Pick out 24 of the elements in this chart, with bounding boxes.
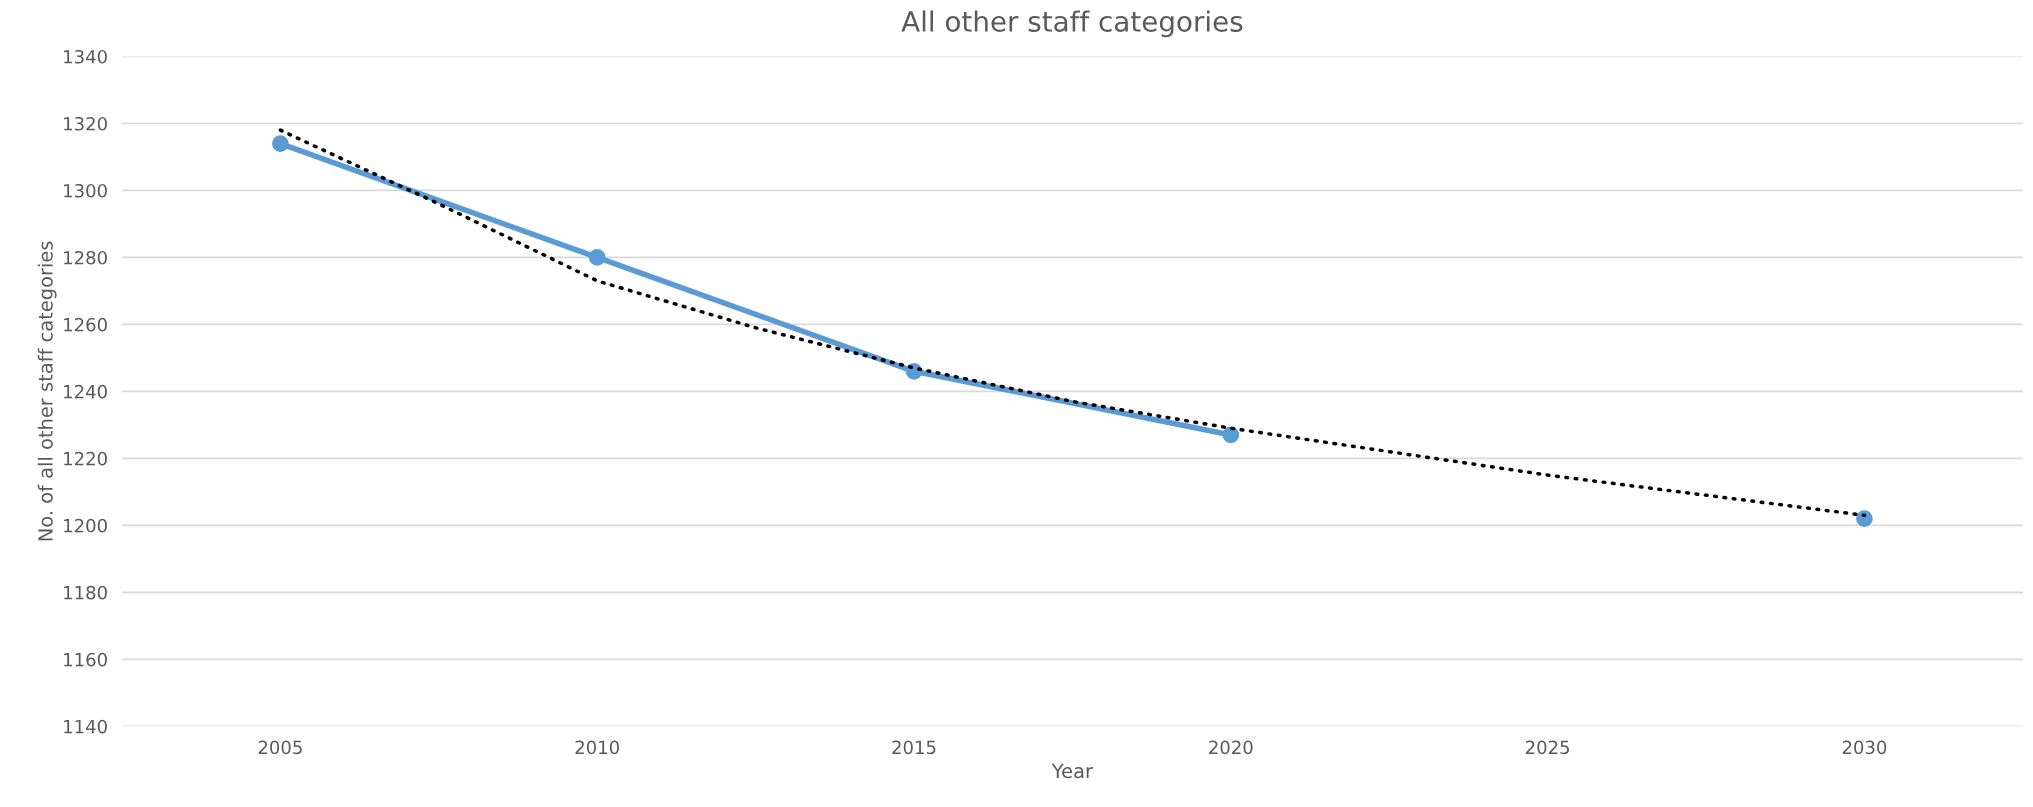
chart-title: All other staff categories — [901, 10, 1243, 38]
y-tick-label: 1300 — [64, 183, 107, 198]
y-tick-label: 1340 — [64, 49, 107, 64]
x-axis-title: Year — [1051, 763, 1093, 779]
y-tick-label: 1220 — [64, 451, 107, 466]
y-tick-label: 1320 — [64, 116, 107, 131]
point — [588, 249, 606, 266]
point — [272, 135, 289, 152]
x-tick-label: 2015 — [892, 740, 936, 755]
point — [1222, 426, 1240, 444]
x-tick-label: 2005 — [258, 740, 302, 755]
x-tick-label: 2030 — [1842, 740, 1887, 755]
y-tick-label: 1200 — [64, 518, 107, 533]
y-tick-label: 1240 — [64, 384, 107, 399]
x-tick-label: 2010 — [575, 740, 619, 755]
y-tick-label: 1140 — [64, 719, 107, 734]
y-tick-label: 1260 — [64, 317, 107, 332]
y-tick-label: 1280 — [64, 250, 107, 265]
y-axis-title: No. of all other staff categories — [37, 241, 57, 541]
x-tick-label: 2025 — [1525, 740, 1570, 755]
y-tick-label: 1160 — [64, 652, 107, 667]
point — [1856, 510, 1873, 527]
x-tick-label: 2020 — [1209, 740, 1253, 755]
y-tick-label: 1180 — [64, 585, 107, 600]
